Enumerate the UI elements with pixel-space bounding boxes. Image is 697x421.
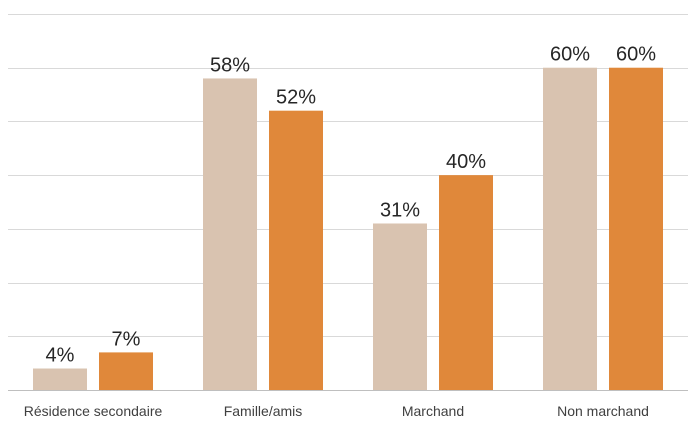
bar [99,352,153,390]
data-label: 58% [210,54,250,76]
category-label: Non marchand [557,403,649,419]
data-label: 40% [446,151,486,173]
bar [543,67,597,390]
bar [33,368,87,390]
data-label: 60% [550,44,590,66]
data-label: 7% [112,328,141,350]
data-label: 52% [276,87,316,109]
bar [373,223,427,390]
bars [33,67,663,390]
category-label: Famille/amis [224,403,303,419]
data-label: 31% [380,199,420,221]
category-labels: Résidence secondaire Famille/amis Marchand… [24,403,649,419]
bar [439,175,493,390]
gridlines [8,14,688,391]
data-label: 4% [46,345,75,367]
category-label: Marchand [402,403,464,419]
bar [269,110,323,390]
data-label: 60% [616,44,656,66]
bar [203,78,257,390]
category-label: Résidence secondaire [24,403,163,419]
data-labels: 4% 7% 58% 52% 31% 40% 60% 60% [46,44,657,367]
bar [609,67,663,390]
